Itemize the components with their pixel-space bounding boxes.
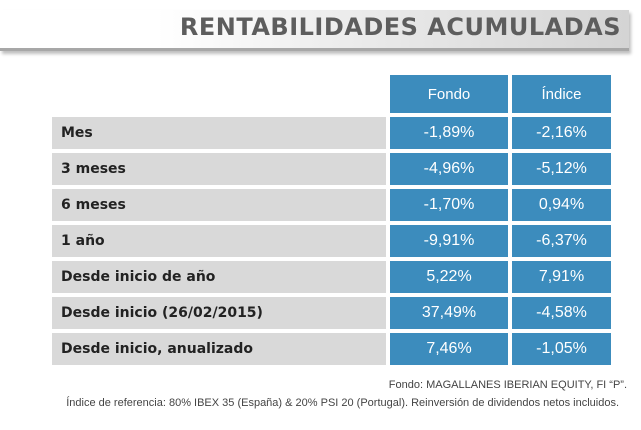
indice-value: 7,91% <box>512 261 611 293</box>
fund-note: Fondo: MAGALLANES IBERIAN EQUITY, FI “P”… <box>388 379 627 391</box>
table-row: 3 meses -4,96% -5,12% <box>52 153 612 185</box>
returns-table: Fondo Índice Mes -1,89% -2,16% 3 meses -… <box>52 75 612 369</box>
row-label: 3 meses <box>52 153 386 185</box>
row-label: Desde inicio de año <box>52 261 386 293</box>
row-label: Mes <box>52 117 386 149</box>
table-row: Desde inicio, anualizado 7,46% -1,05% <box>52 333 612 365</box>
table-header: Fondo Índice <box>52 75 612 113</box>
row-label: Desde inicio, anualizado <box>52 333 386 365</box>
indice-value: -4,58% <box>512 297 611 329</box>
header-fondo: Fondo <box>390 75 508 113</box>
fondo-value: -1,89% <box>390 117 508 149</box>
header-indice: Índice <box>512 75 611 113</box>
title-bar: RENTABILIDADES ACUMULADAS <box>0 10 629 51</box>
page-title: RENTABILIDADES ACUMULADAS <box>179 13 621 41</box>
row-label: Desde inicio (26/02/2015) <box>52 297 386 329</box>
benchmark-note: Índice de referencia: 80% IBEX 35 (Españ… <box>66 397 619 409</box>
fondo-value: -1,70% <box>390 189 508 221</box>
table-row: Mes -1,89% -2,16% <box>52 117 612 149</box>
table-row: 6 meses -1,70% 0,94% <box>52 189 612 221</box>
indice-value: -5,12% <box>512 153 611 185</box>
indice-value: -6,37% <box>512 225 611 257</box>
indice-value: -1,05% <box>512 333 611 365</box>
table-row: Desde inicio (26/02/2015) 37,49% -4,58% <box>52 297 612 329</box>
indice-value: 0,94% <box>512 189 611 221</box>
table-row: Desde inicio de año 5,22% 7,91% <box>52 261 612 293</box>
row-label: 1 año <box>52 225 386 257</box>
row-label: 6 meses <box>52 189 386 221</box>
fondo-value: 7,46% <box>390 333 508 365</box>
table-row: 1 año -9,91% -6,37% <box>52 225 612 257</box>
fondo-value: 5,22% <box>390 261 508 293</box>
fondo-value: -4,96% <box>390 153 508 185</box>
fondo-value: 37,49% <box>390 297 508 329</box>
indice-value: -2,16% <box>512 117 611 149</box>
fondo-value: -9,91% <box>390 225 508 257</box>
